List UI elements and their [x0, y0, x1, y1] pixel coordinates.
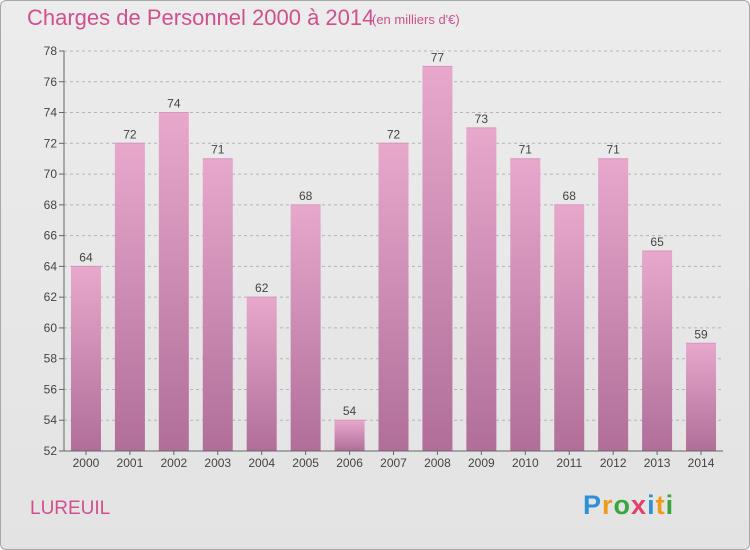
bar: [290, 204, 321, 451]
x-tick-label: 2002: [160, 456, 187, 470]
logo-letter: r: [602, 490, 614, 520]
data-label: 71: [606, 143, 620, 157]
data-label: 59: [694, 327, 708, 341]
bar: [686, 343, 717, 451]
y-tick-label: 52: [44, 444, 58, 458]
y-tick-label: 60: [44, 321, 58, 335]
y-tick-label: 66: [44, 229, 58, 243]
bar: [598, 158, 629, 451]
data-label: 54: [343, 404, 357, 418]
bar: [70, 266, 101, 451]
x-tick-label: 2007: [380, 456, 407, 470]
x-tick-label: 2009: [468, 456, 495, 470]
data-label: 71: [211, 143, 225, 157]
x-tick-label: 2014: [688, 456, 715, 470]
x-tick-label: 2008: [424, 456, 451, 470]
logo-letter: i: [665, 490, 675, 520]
bars: [70, 65, 717, 452]
data-labels: 64 72 74 71 62 68 54 72 77 73 71 68 71 65 59: [79, 50, 708, 418]
proxiti-logo: Proxiti: [583, 490, 674, 521]
bar: [466, 127, 497, 451]
x-tick-label: 2013: [644, 456, 671, 470]
bar: [510, 158, 541, 451]
y-tick-label: 74: [44, 106, 58, 120]
data-label: 65: [650, 235, 664, 249]
y-tick-label: 54: [44, 413, 58, 427]
data-label: 73: [475, 112, 489, 126]
data-label: 62: [255, 281, 269, 295]
y-tick-label: 64: [44, 259, 58, 273]
y-tick-label: 56: [44, 382, 58, 396]
logo-letter: o: [613, 490, 632, 520]
x-tick-label: 2005: [292, 456, 319, 470]
data-label: 72: [387, 127, 401, 141]
chart-title: Charges de Personnel 2000 à 2014: [27, 5, 375, 30]
bar: [378, 143, 409, 452]
y-tick-label: 70: [44, 167, 58, 181]
x-tick-label: 2004: [248, 456, 275, 470]
logo-letter: i: [647, 490, 656, 520]
bar: [334, 420, 365, 451]
x-tick-label: 2010: [512, 456, 539, 470]
x-tick-label: 2006: [336, 456, 363, 470]
bar: [202, 158, 233, 451]
y-tick-label: 72: [44, 136, 58, 150]
x-tick-label: 2003: [204, 456, 231, 470]
axes: 52 54 56 58 60 62 64 66 68 70 72 74 76 78 2000 2001 2002…: [44, 44, 723, 470]
x-tick-label: 2012: [600, 456, 627, 470]
data-label: 77: [431, 50, 445, 64]
bar: [422, 66, 453, 451]
bar: [554, 204, 585, 451]
data-label: 64: [79, 250, 93, 264]
y-tick-label: 58: [44, 352, 58, 366]
data-label: 68: [563, 189, 577, 203]
x-tick-label: 2001: [117, 456, 144, 470]
commune-name: LUREUIL: [30, 498, 111, 519]
logo-letter: t: [655, 490, 666, 520]
data-label: 72: [123, 127, 137, 141]
x-tick-label: 2000: [73, 456, 100, 470]
data-label: 74: [167, 97, 181, 111]
bar: [114, 143, 145, 452]
y-tick-label: 78: [44, 44, 58, 58]
chart-subtitle: (en milliers d'€): [372, 12, 460, 27]
data-label: 71: [519, 143, 533, 157]
logo-letter: P: [583, 490, 603, 520]
logo-letter: x: [631, 490, 648, 520]
y-tick-label: 62: [44, 290, 58, 304]
y-tick-label: 76: [44, 75, 58, 89]
data-label: 68: [299, 189, 313, 203]
y-tick-label: 68: [44, 198, 58, 212]
bar: [246, 297, 277, 451]
bar: [158, 112, 189, 452]
bar: [642, 251, 673, 451]
x-tick-label: 2011: [556, 456, 582, 470]
